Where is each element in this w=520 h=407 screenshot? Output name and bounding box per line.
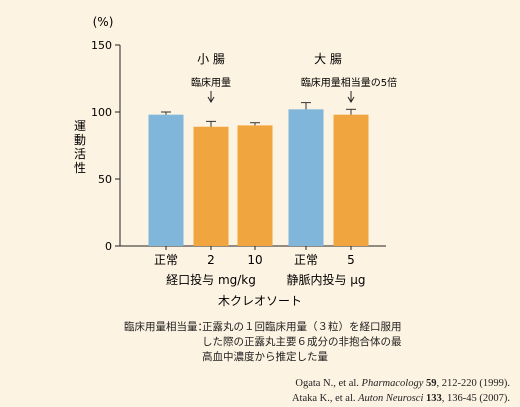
reference-2-journal: Auton Neurosci xyxy=(358,393,424,404)
bar xyxy=(333,114,369,247)
x-tick-label: 正常 xyxy=(294,253,318,267)
y-unit-label: (%) xyxy=(93,15,114,29)
y-axis-label-char: 性 xyxy=(74,161,86,175)
reference-2-volume: 133 xyxy=(426,393,442,404)
reference-1-pages: , 212-220 (1999). xyxy=(436,378,511,389)
reference-1: Ogata N., et al. Pharmacology 59, 212-22… xyxy=(292,376,510,391)
bar xyxy=(148,114,184,247)
reference-2-pages: , 136-45 (2007). xyxy=(441,393,510,404)
footnote-label: 臨床用量相当量： xyxy=(124,321,208,333)
arrow-head xyxy=(347,96,355,103)
x-tick-label: 5 xyxy=(347,253,355,267)
group-title: 小 腸 xyxy=(197,52,225,66)
y-axis-label-char: 活 xyxy=(74,147,86,161)
x-tick-label: 正常 xyxy=(154,253,178,267)
references: Ogata N., et al. Pharmacology 59, 212-22… xyxy=(292,376,510,406)
x-tick-label: 2 xyxy=(207,253,215,267)
y-axis-label-char: 動 xyxy=(74,133,86,147)
x-tick-label: 10 xyxy=(247,253,262,267)
y-tick-label: 50 xyxy=(98,173,112,186)
reference-1-volume: 59 xyxy=(426,378,437,389)
bar xyxy=(193,126,229,246)
reference-1-journal: Pharmacology xyxy=(361,378,424,389)
x-axis-title: 木クレオソート xyxy=(218,294,302,308)
y-tick-label: 0 xyxy=(105,240,112,253)
y-tick-label: 100 xyxy=(91,106,112,119)
group-title: 大 腸 xyxy=(314,52,342,66)
group-annotation: 臨床用量相当量の5倍 xyxy=(301,76,397,89)
y-tick-label: 150 xyxy=(91,39,112,52)
y-axis-label-char: 運 xyxy=(74,119,86,133)
footnote: 臨床用量相当量： 正露丸の１回臨床用量（３粒）を経口服用した際の正露丸主要６成分… xyxy=(124,320,404,363)
subgroup-label-oral: 経口投与 mg/kg xyxy=(166,272,256,287)
plot-area: 0 50 100 150 正常 2 10 正常 5 xyxy=(91,39,386,267)
reference-1-authors: Ogata N., et al. xyxy=(295,378,359,389)
subgroup-label-iv: 静脈内投与 μg xyxy=(286,272,365,287)
reference-2-authors: Ataka K., et al. xyxy=(291,393,356,404)
bar xyxy=(237,125,273,246)
reference-2: Ataka K., et al. Auton Neurosci 133, 136… xyxy=(292,391,510,406)
footnote-text: 正露丸の１回臨床用量（３粒）を経口服用した際の正露丸主要６成分の非抱合体の最高血… xyxy=(202,321,402,363)
arrow-head xyxy=(207,96,215,103)
bar xyxy=(288,109,324,246)
group-annotation: 臨床用量 xyxy=(191,76,231,89)
